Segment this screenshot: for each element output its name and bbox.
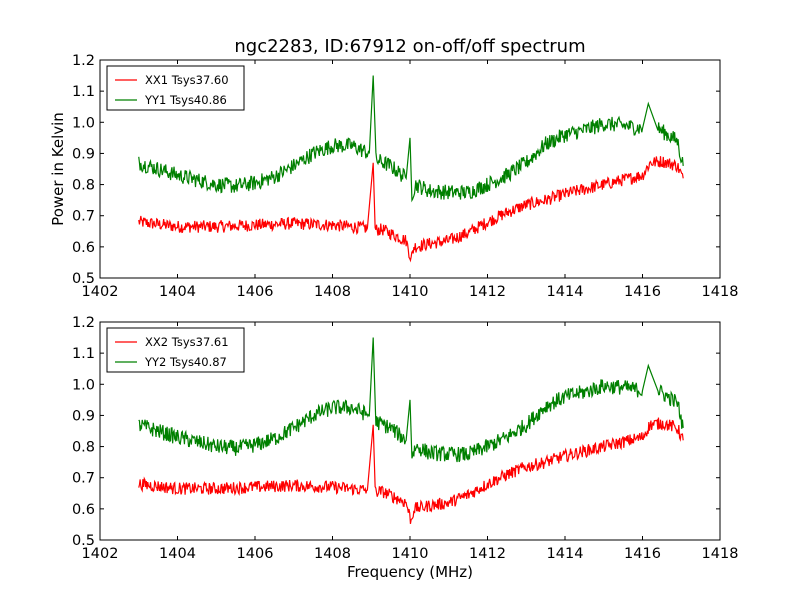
series-line-1-0 <box>138 417 684 524</box>
x-tick-label: 1412 <box>469 546 506 562</box>
x-tick-label: 1402 <box>82 284 119 300</box>
x-tick-label: 1416 <box>624 284 661 300</box>
x-tick-label: 1406 <box>237 284 274 300</box>
x-tick-label: 1410 <box>392 546 429 562</box>
y-tick-label: 0.9 <box>72 146 95 162</box>
legend-box <box>106 65 245 111</box>
y-tick-label: 1.2 <box>72 315 95 331</box>
legend-label: XX1 Tsys37.60 <box>145 73 229 87</box>
legend-label: XX2 Tsys37.61 <box>145 335 229 349</box>
y-tick-label: 0.5 <box>72 271 95 287</box>
x-tick-label: 1406 <box>237 546 274 562</box>
y-tick-label: 0.6 <box>72 502 95 518</box>
y-tick-label: 1.0 <box>72 115 95 131</box>
x-axis-label: Frequency (MHz) <box>347 563 473 581</box>
y-tick-label: 0.5 <box>72 533 95 549</box>
y-tick-label: 0.7 <box>72 471 95 487</box>
y-axis-label: Power in Kelvin <box>49 112 67 226</box>
panel-top: 1402 1404 1406 1408 1410 1412 1414 1416 1418 0.5 0… <box>72 53 739 300</box>
y-tick-label: 0.6 <box>72 240 95 256</box>
y-tick-label: 0.9 <box>72 408 95 424</box>
legend-label: YY2 Tsys40.87 <box>144 355 227 369</box>
y-tick-label: 1.2 <box>72 53 95 69</box>
y-tick-label: 1.1 <box>72 84 95 100</box>
legend-box <box>106 327 245 373</box>
legend-label: YY1 Tsys40.86 <box>144 93 227 107</box>
x-tick-label: 1416 <box>624 546 661 562</box>
x-tick-label: 1408 <box>314 546 351 562</box>
series-line-0-1 <box>138 75 684 203</box>
x-tick-label: 1408 <box>314 284 351 300</box>
y-tick-label: 1.1 <box>72 346 95 362</box>
x-tick-label: 1418 <box>702 546 739 562</box>
y-tick-label: 1.0 <box>72 377 95 393</box>
x-tick-label: 1404 <box>159 546 196 562</box>
series-line-1-1 <box>138 337 684 463</box>
y-tick-label: 0.8 <box>72 440 95 456</box>
figure-title: ngc2283, ID:67912 on-off/off spectrum <box>234 36 585 57</box>
y-tick-label: 0.7 <box>72 209 95 225</box>
series-line-0-0 <box>138 156 684 263</box>
x-tick-label: 1412 <box>469 284 506 300</box>
x-tick-label: 1414 <box>547 546 584 562</box>
y-tick-label: 0.8 <box>72 178 95 194</box>
x-tick-label: 1402 <box>82 546 119 562</box>
x-tick-label: 1404 <box>159 284 196 300</box>
x-tick-label: 1418 <box>702 284 739 300</box>
x-tick-label: 1410 <box>392 284 429 300</box>
panel-bottom: 1402 1404 1406 1408 1410 1412 1414 1416 1418 0.5 0… <box>72 315 739 562</box>
x-tick-label: 1414 <box>547 284 584 300</box>
